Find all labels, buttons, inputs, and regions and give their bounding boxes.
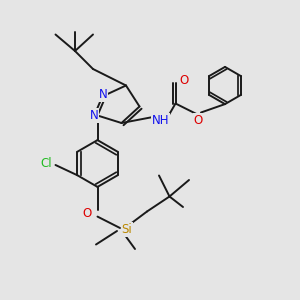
Text: Cl: Cl: [41, 157, 52, 170]
Text: NH: NH: [152, 114, 169, 127]
Text: N: N: [98, 88, 107, 101]
Text: N: N: [89, 109, 98, 122]
Text: O: O: [194, 114, 202, 127]
Text: O: O: [179, 74, 188, 88]
Text: O: O: [82, 207, 91, 220]
Text: Si: Si: [121, 223, 132, 236]
